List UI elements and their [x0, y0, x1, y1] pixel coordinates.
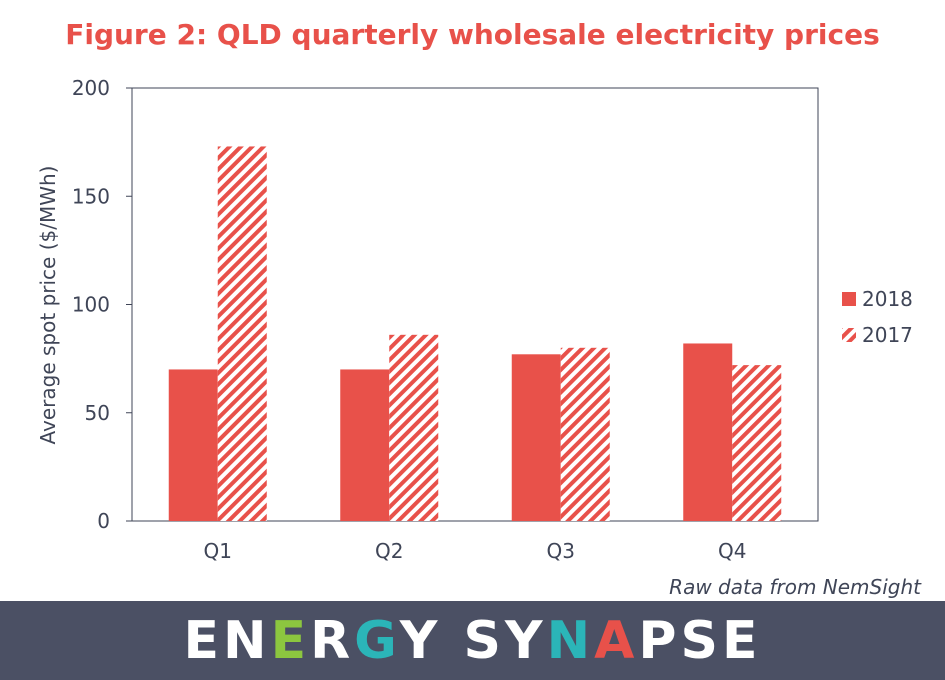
bar-2017-q3 [560, 347, 610, 521]
logo-letter: R [310, 610, 355, 671]
logo-letter: P [638, 610, 681, 671]
energy-synapse-logo: ENERGY SYNAPSE [184, 615, 762, 667]
bar-2018-q1 [168, 369, 218, 521]
source-note: Raw data from NemSight [669, 575, 921, 599]
logo-letter: N [546, 610, 595, 671]
logo-letter: G [354, 610, 400, 671]
x-tick-label: Q3 [547, 539, 575, 563]
logo-letter: E [270, 610, 311, 671]
x-tick-label: Q1 [204, 539, 232, 563]
bar-2017-q4 [732, 365, 782, 521]
y-tick-label: 0 [97, 509, 110, 533]
y-tick-label: 150 [72, 184, 110, 208]
x-tick-label: Q2 [375, 539, 403, 563]
bar-chart: 0 50 100 150 200 Q1 Q2 Q3 Q4 2018 2017 Average s… [36, 76, 913, 563]
y-tick-label: 200 [72, 76, 110, 100]
bar-2018-q2 [340, 369, 390, 521]
logo-letter: E [721, 610, 762, 671]
logo-letter: A [594, 610, 639, 671]
legend-swatch-2018 [842, 292, 856, 306]
y-tick-label: 50 [85, 401, 110, 425]
chart-title: Figure 2: QLD quarterly wholesale electr… [65, 18, 880, 51]
y-tick-label: 100 [72, 293, 110, 317]
bar-2018-q3 [511, 354, 561, 521]
bar-2018-q4 [683, 343, 733, 521]
logo-letter: Y [504, 610, 547, 671]
legend-swatch-2017 [842, 328, 856, 342]
bar-2017-q1 [217, 146, 267, 521]
bar-2017-q2 [389, 334, 439, 521]
footer-banner: ENERGY SYNAPSE [0, 601, 945, 680]
legend-label-2017: 2017 [862, 323, 913, 347]
logo-letter: E [183, 610, 224, 671]
y-axis-label: Average spot price ($/MWh) [36, 166, 60, 445]
logo-letter: S [680, 610, 722, 671]
logo-letter: S [463, 610, 505, 671]
logo-letter: Y [399, 610, 442, 671]
logo-letter: N [223, 610, 271, 671]
legend-label-2018: 2018 [862, 287, 913, 311]
logo-space [441, 611, 463, 671]
x-tick-label: Q4 [718, 539, 746, 563]
